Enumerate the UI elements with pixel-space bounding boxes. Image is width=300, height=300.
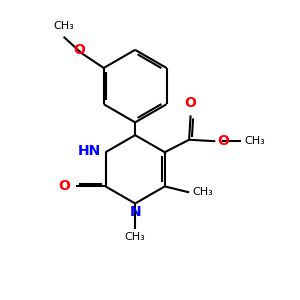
Text: O: O — [218, 134, 230, 148]
Text: CH₃: CH₃ — [193, 188, 213, 197]
Text: CH₃: CH₃ — [125, 232, 146, 242]
Text: O: O — [58, 179, 70, 194]
Text: CH₃: CH₃ — [244, 136, 265, 146]
Text: O: O — [73, 43, 85, 56]
Text: O: O — [185, 96, 197, 110]
Text: CH₃: CH₃ — [53, 21, 74, 32]
Text: N: N — [129, 205, 141, 219]
Text: HN: HN — [78, 144, 101, 158]
